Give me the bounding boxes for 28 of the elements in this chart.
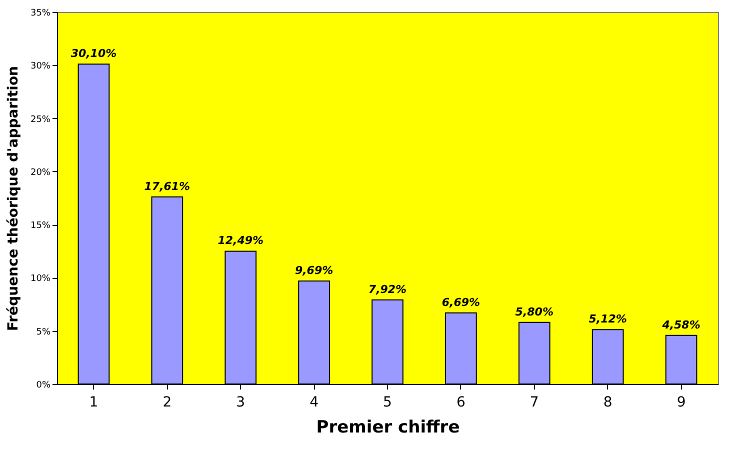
y-tick-label: 15% <box>30 221 51 232</box>
x-tick-label: 2 <box>162 394 172 410</box>
x-tick-label: 1 <box>89 394 98 410</box>
data-label: 7,92% <box>368 282 407 296</box>
data-label: 4,58% <box>661 318 700 332</box>
data-label: 5,80% <box>515 305 554 318</box>
data-label: 30,10% <box>70 47 117 60</box>
x-axis-title: Premier chiffre <box>316 418 460 438</box>
y-tick-label: 20% <box>30 168 51 178</box>
y-tick-label: 25% <box>30 114 51 125</box>
x-tick-label: 4 <box>310 394 319 410</box>
x-tick-label: 6 <box>456 394 466 410</box>
data-label: 6,69% <box>442 296 480 309</box>
x-tick-label: 9 <box>676 394 686 410</box>
y-tick-label: 10% <box>30 274 51 284</box>
x-tick-label: 8 <box>603 394 612 410</box>
x-tick-label: 5 <box>383 394 392 410</box>
y-axis-title: Fréquence théorique d'apparition <box>5 66 22 332</box>
x-tick-label: 3 <box>236 394 246 410</box>
y-tick-label: 0% <box>36 380 51 390</box>
data-label: 17,61% <box>144 180 190 193</box>
y-tick-label: 35% <box>30 8 51 18</box>
x-tick-label: 7 <box>530 394 539 410</box>
y-tick-label: 30% <box>30 62 51 72</box>
data-label: 5,12% <box>588 312 627 326</box>
data-label: 12,49% <box>218 234 264 248</box>
y-tick-label: 5% <box>36 327 51 338</box>
data-label: 9,69% <box>294 264 334 278</box>
